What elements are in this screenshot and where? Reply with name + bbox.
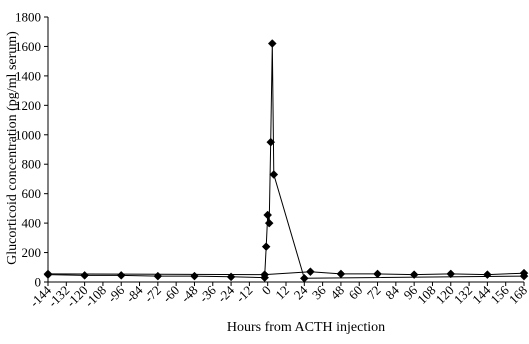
series-2-point (336, 269, 346, 279)
y-axis-label: Glucorticoid concentration (pg/ml serum) (5, 31, 20, 265)
x-tick-label: 72 (364, 283, 384, 303)
series-1-point (226, 272, 236, 282)
series-1-point (299, 273, 309, 283)
series-2-point (306, 267, 315, 277)
series-1-point (190, 271, 199, 281)
y-tick-label: 1800 (15, 10, 41, 25)
series-1-point (263, 210, 273, 220)
y-tick-label: 1600 (15, 39, 41, 54)
series-1-point (264, 218, 274, 228)
series-1-line (47, 43, 525, 279)
x-tick-label: 168 (506, 283, 529, 307)
x-tick-label: 12 (272, 283, 292, 303)
y-tick-label: 1000 (15, 127, 41, 142)
series-1-point (269, 170, 279, 179)
y-tick-label: 600 (22, 186, 42, 201)
series-2-point (43, 269, 53, 279)
series-2-point (446, 269, 456, 279)
series-1-point (261, 242, 271, 252)
x-axis-label: Hours from ACTH injection (227, 320, 385, 335)
x-tick-label: 84 (382, 282, 402, 302)
x-tick-label: -12 (233, 283, 256, 306)
y-tick-label: 1200 (15, 98, 41, 113)
x-tick-label: 36 (309, 282, 329, 302)
series-1-point (153, 271, 163, 281)
x-tick-label: 24 (291, 282, 311, 302)
series-2-point (260, 270, 269, 279)
series-1-point (116, 271, 126, 280)
series-1-point (80, 271, 89, 280)
series-1-point (267, 39, 277, 48)
y-tick-label: 800 (22, 157, 42, 172)
x-tick-label: 48 (327, 283, 347, 303)
x-tick-label: 60 (346, 283, 366, 303)
series-2-point (519, 268, 529, 278)
x-tick-label: 0 (259, 283, 274, 298)
series-2-point (409, 270, 419, 279)
y-tick-label: 1400 (15, 68, 41, 83)
series-layer (43, 39, 529, 283)
series-2-point (373, 269, 382, 279)
series-2-point (483, 270, 492, 279)
series-1-point (266, 137, 276, 147)
y-tick-label: 400 (22, 216, 42, 231)
y-tick-label: 200 (22, 245, 42, 260)
y-tick-label: 0 (35, 275, 42, 290)
